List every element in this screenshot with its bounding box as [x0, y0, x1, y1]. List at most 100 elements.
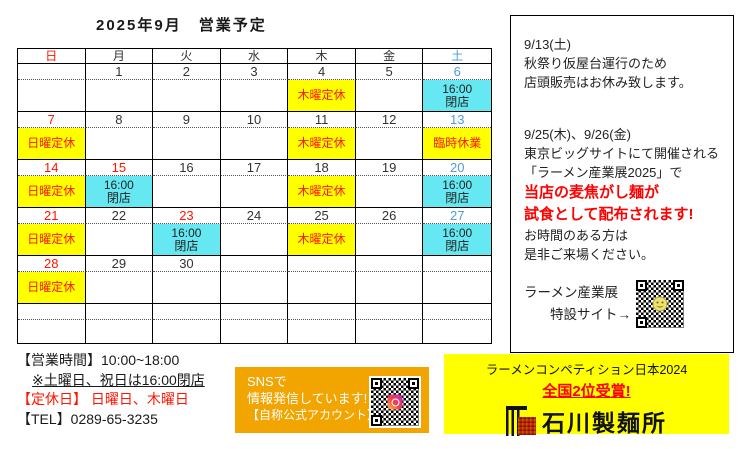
- calendar-date-cell: 30: [153, 256, 221, 272]
- day-header-cell: 土: [423, 49, 491, 64]
- calendar-date-cell: 12: [355, 112, 424, 128]
- qr-finder-icon: [673, 280, 684, 291]
- shop-name: 石川製麺所: [542, 410, 667, 436]
- calendar-note-cell: [85, 128, 154, 160]
- calendar-date-cell: 19: [355, 160, 424, 176]
- calendar-date-cell: 9: [153, 112, 221, 128]
- calendar-date-cell: 20: [423, 160, 491, 176]
- sns-box: SNSで 情報発信しています! 【自称公式アカウント】→→: [235, 367, 429, 433]
- calendar-date-cell: 14: [18, 160, 86, 176]
- notice-section: 9/13(土) 秋祭り仮屋台運行のため 店頭販売はお休み致します。: [524, 35, 725, 92]
- calendar-note-cell: [153, 176, 221, 208]
- sns-line3: 【自称公式アカウント】→→: [247, 408, 404, 422]
- telephone: 【TEL】0289-65-3235: [17, 410, 158, 427]
- calendar-date-cell: [220, 256, 289, 272]
- notice-line: 試食として配布されます!: [524, 206, 694, 223]
- calendar-date-cell: 25: [288, 208, 356, 224]
- calendar-date-cell: [18, 304, 86, 320]
- calendar-date-cell: 29: [85, 256, 154, 272]
- calendar-note-cell: [220, 176, 289, 208]
- notice-panel: 9/13(土) 秋祭り仮屋台運行のため 店頭販売はお休み致します。 9/25(木)、9…: [510, 15, 734, 353]
- calendar-table: 日月火水木金土 1 2 3 4 5 6 木曜定休 16:00 閉店 7 8 9 10 11 12 13 日曜定休…: [17, 48, 492, 344]
- calendar-note-cell: [220, 224, 289, 256]
- qr-finder-icon: [636, 280, 647, 291]
- notice-line: 当店の麦焦がし麺が: [524, 184, 660, 201]
- calendar-date-cell: 21: [18, 208, 86, 224]
- notice-line: 9/25(木)、9/26(金): [524, 127, 631, 142]
- closed-days: 【定休日】 日曜日、木曜日: [17, 391, 189, 407]
- calendar-note-cell: [18, 80, 86, 112]
- expo-caption-line2: 特設サイト→: [550, 307, 631, 322]
- calendar-note-cell: [85, 272, 154, 304]
- day-header-cell: 月: [85, 49, 154, 64]
- shop-info: 【営業時間】10:00~18:00 ※土曜日、祝日は16:00閉店 【定休日】 …: [17, 351, 205, 429]
- calendar-date-cell: 1: [85, 64, 154, 80]
- calendar-note-cell: 日曜定休: [18, 176, 86, 208]
- calendar-note-cell: [423, 320, 491, 344]
- calendar-note-cell: [220, 272, 289, 304]
- calendar-note-cell: [153, 128, 221, 160]
- calendar-note-cell: [86, 320, 154, 344]
- calendar-note-cell: [153, 272, 221, 304]
- calendar-date-cell: [423, 256, 491, 272]
- day-header-cell: 水: [220, 49, 289, 64]
- qr-finder-icon: [371, 378, 382, 389]
- calendar-note-cell: [355, 128, 424, 160]
- calendar-note-cell: [153, 80, 221, 112]
- notice-section: 9/25(木)、9/26(金) 東京ビッグサイトにて開催される 「ラーメン産業展20…: [524, 125, 725, 264]
- instagram-icon: [387, 394, 403, 410]
- calendar-date-cell: 6: [423, 64, 491, 80]
- hours-note: ※土曜日、祝日は16:00閉店: [32, 371, 205, 388]
- calendar-note-cell: 日曜定休: [18, 272, 86, 304]
- logo-stripes-icon: [506, 406, 521, 436]
- calendar-date-cell: [220, 304, 289, 320]
- day-header-cell: 木: [288, 49, 356, 64]
- calendar-date-cell: 5: [355, 64, 424, 80]
- notice-line: 「ラーメン産業展2025」で: [524, 165, 683, 180]
- calendar-note-cell: 16:00 閉店: [153, 224, 221, 256]
- notice-line: お時間のある方は: [524, 228, 629, 243]
- calendar-date-cell: 10: [220, 112, 289, 128]
- calendar-note-cell: 16:00 閉店: [423, 176, 491, 208]
- expo-caption-line1: ラーメン産業展: [524, 285, 618, 300]
- calendar-date-cell: 13: [423, 112, 491, 128]
- award-text: 全国2位受賞!: [542, 383, 631, 400]
- calendar-date-cell: [18, 64, 86, 80]
- calendar-note-cell: [220, 80, 289, 112]
- calendar-note-cell: 臨時休業: [423, 128, 491, 160]
- calendar-date-cell: 3: [220, 64, 289, 80]
- page-title: 2025年9月 営業予定: [96, 17, 267, 34]
- expo-qr-caption: ラーメン産業展 特設サイト→: [524, 282, 631, 326]
- calendar-date-cell: 4: [288, 64, 356, 80]
- day-header-cell: 日: [18, 49, 86, 64]
- calendar-note-cell: 木曜定休: [288, 224, 356, 256]
- calendar-note-cell: [85, 80, 154, 112]
- calendar-date-cell: [355, 256, 424, 272]
- calendar-date-cell: 24: [220, 208, 289, 224]
- qr-finder-icon: [371, 415, 382, 426]
- logo-mark-icon: [506, 406, 536, 436]
- calendar-date-cell: 22: [85, 208, 154, 224]
- calendar-note-cell: [355, 176, 424, 208]
- calendar-note-cell: [288, 320, 356, 344]
- award-banner: ラーメンコンペティション日本2024 全国2位受賞! 石川製麺所: [444, 354, 729, 436]
- calendar-date-cell: 7: [18, 112, 86, 128]
- calendar-note-cell: [355, 224, 424, 256]
- calendar-note-cell: [220, 128, 289, 160]
- calendar-date-cell: [423, 304, 491, 320]
- sns-qr-code-icon: [369, 376, 421, 428]
- calendar-note-cell: 日曜定休: [18, 128, 86, 160]
- calendar-note-cell: 16:00 閉店: [423, 224, 491, 256]
- calendar-date-cell: 27: [423, 208, 491, 224]
- expo-qr-code-icon: [636, 280, 684, 328]
- calendar-note-cell: 16:00 閉店: [423, 80, 491, 112]
- logo-bar-icon: [506, 406, 527, 410]
- calendar-note-cell: [85, 224, 154, 256]
- calendar-note-cell: [355, 272, 424, 304]
- calendar-date-cell: [85, 304, 154, 320]
- logo-seal-icon: [518, 417, 536, 435]
- calendar-note-cell: [153, 320, 221, 344]
- notice-line: 店頭販売はお休み致します。: [524, 75, 692, 90]
- qr-finder-icon: [408, 378, 419, 389]
